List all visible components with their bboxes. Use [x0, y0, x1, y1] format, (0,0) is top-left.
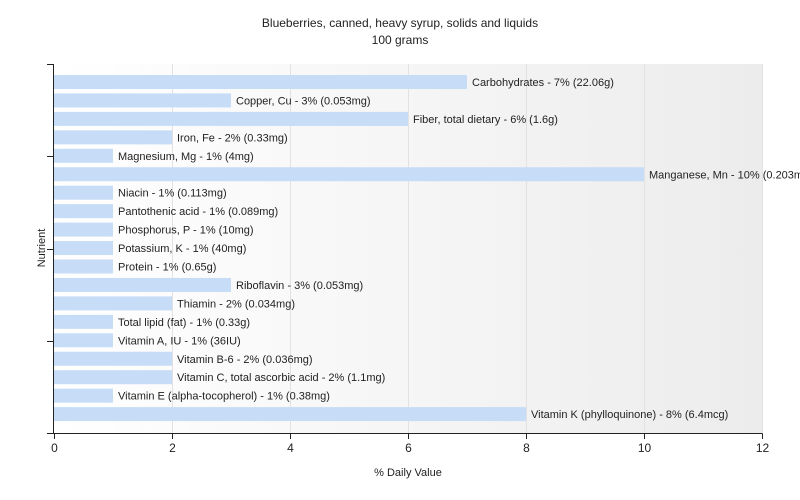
- bar-3: [54, 130, 172, 145]
- bar-label-13: Total lipid (fat) - 1% (0.33g): [118, 317, 250, 329]
- bar-8: [54, 222, 113, 237]
- bar-14: [54, 333, 113, 348]
- bar-label-5: Manganese, Mn - 10% (0.203mg): [649, 169, 800, 181]
- bar-label-1: Copper, Cu - 3% (0.053mg): [236, 95, 371, 107]
- bar-label-3: Iron, Fe - 2% (0.33mg): [177, 132, 288, 144]
- x-tick-label-12: 12: [756, 441, 770, 455]
- bar-label-10: Protein - 1% (0.65g): [118, 262, 216, 274]
- bar-label-11: Riboflavin - 3% (0.053mg): [236, 280, 363, 292]
- chart-title: Blueberries, canned, heavy syrup, solids…: [262, 16, 538, 30]
- bar-label-14: Vitamin A, IU - 1% (36IU): [118, 335, 241, 347]
- bar-label-9: Potassium, K - 1% (40mg): [118, 243, 246, 255]
- bar-5: [54, 167, 644, 182]
- bar-label-6: Niacin - 1% (0.113mg): [118, 188, 227, 200]
- bar-label-0: Carbohydrates - 7% (22.06g): [472, 77, 614, 89]
- bar-11: [54, 277, 231, 292]
- x-tick-label-6: 6: [405, 441, 412, 455]
- bar-6: [54, 185, 113, 200]
- bar-label-4: Magnesium, Mg - 1% (4mg): [118, 151, 254, 163]
- y-axis-title: Nutrient: [36, 229, 48, 268]
- x-tick-label-8: 8: [523, 441, 530, 455]
- bar-0: [54, 75, 467, 89]
- x-tick-label-2: 2: [169, 441, 176, 455]
- bars-group: Carbohydrates - 7% (22.06g) Copper, Cu - …: [54, 75, 800, 422]
- bar-2: [54, 111, 408, 126]
- x-tick-label-10: 10: [638, 441, 652, 455]
- bar-4: [54, 148, 113, 163]
- bar-12: [54, 296, 172, 311]
- bar-label-7: Pantothenic acid - 1% (0.089mg): [118, 206, 278, 218]
- bar-label-12: Thiamin - 2% (0.034mg): [177, 298, 295, 310]
- bar-13: [54, 314, 113, 329]
- bar-label-16: Vitamin C, total ascorbic acid - 2% (1.1…: [177, 372, 385, 384]
- axes-group: 0 2 4 6 8 10 12: [47, 64, 769, 455]
- bar-1: [54, 93, 231, 108]
- x-tick-label-0: 0: [51, 441, 58, 455]
- bar-15: [54, 351, 172, 366]
- bar-10: [54, 259, 113, 274]
- x-axis-title: % Daily Value: [374, 467, 442, 479]
- bar-label-17: Vitamin E (alpha-tocopherol) - 1% (0.38m…: [118, 391, 330, 403]
- chart-subtitle: 100 grams: [372, 33, 429, 47]
- x-tick-label-4: 4: [287, 441, 294, 455]
- bar-18: [54, 407, 526, 422]
- bar-label-8: Phosphorus, P - 1% (10mg): [118, 225, 254, 237]
- bar-17: [54, 388, 113, 403]
- bar-9: [54, 241, 113, 256]
- bar-7: [54, 204, 113, 219]
- bar-label-2: Fiber, total dietary - 6% (1.6g): [413, 114, 558, 126]
- bar-16: [54, 370, 172, 385]
- bar-label-18: Vitamin K (phylloquinone) - 8% (6.4mcg): [531, 409, 728, 421]
- bar-label-15: Vitamin B-6 - 2% (0.036mg): [177, 354, 313, 366]
